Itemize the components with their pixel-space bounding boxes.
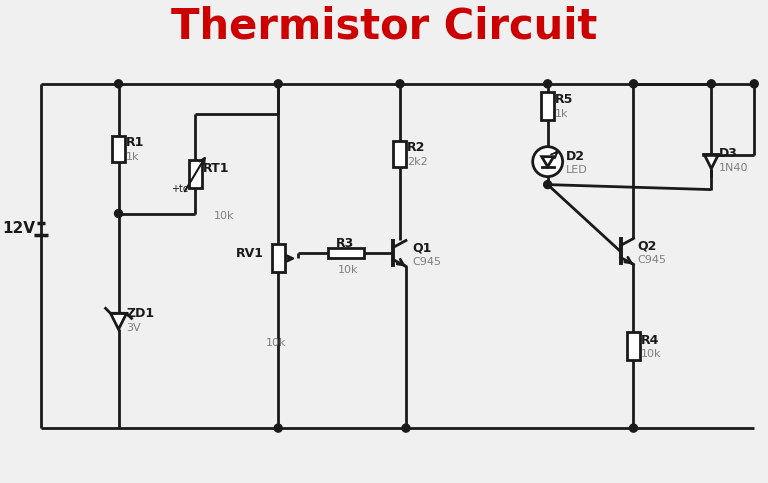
Text: 3V: 3V xyxy=(127,323,141,333)
Text: C945: C945 xyxy=(412,257,441,268)
Bar xyxy=(393,141,406,167)
Bar xyxy=(328,248,363,258)
Circle shape xyxy=(114,80,123,88)
Text: R2: R2 xyxy=(407,141,425,154)
Text: Q2: Q2 xyxy=(637,240,657,253)
Text: 10k: 10k xyxy=(266,338,286,348)
Text: C945: C945 xyxy=(637,256,667,266)
Text: 10k: 10k xyxy=(641,349,661,359)
Text: R4: R4 xyxy=(641,334,659,347)
Text: 10k: 10k xyxy=(214,211,233,221)
Text: R1: R1 xyxy=(125,136,144,149)
Circle shape xyxy=(114,210,123,217)
Polygon shape xyxy=(704,155,718,169)
Text: ZD1: ZD1 xyxy=(127,307,154,320)
Text: RT1: RT1 xyxy=(204,162,230,175)
Circle shape xyxy=(274,80,282,88)
Circle shape xyxy=(274,424,282,432)
Circle shape xyxy=(402,424,410,432)
Circle shape xyxy=(396,80,404,88)
Circle shape xyxy=(630,80,637,88)
Text: 1N40: 1N40 xyxy=(720,163,749,172)
Text: R3: R3 xyxy=(336,237,354,250)
Text: R5: R5 xyxy=(554,93,573,106)
Text: 2k2: 2k2 xyxy=(407,156,428,167)
Text: D2: D2 xyxy=(565,150,584,163)
Circle shape xyxy=(750,80,758,88)
Text: Q1: Q1 xyxy=(412,242,432,255)
Text: LED: LED xyxy=(565,165,588,175)
Bar xyxy=(627,332,640,360)
Text: Thermistor Circuit: Thermistor Circuit xyxy=(170,6,598,48)
Polygon shape xyxy=(541,156,554,167)
Text: 12V: 12V xyxy=(3,221,36,236)
Bar xyxy=(541,92,554,120)
Text: D3: D3 xyxy=(720,147,738,160)
Text: 10k: 10k xyxy=(338,266,358,275)
Polygon shape xyxy=(111,313,127,329)
Bar xyxy=(190,160,203,187)
Circle shape xyxy=(544,80,551,88)
Text: +tc: +tc xyxy=(171,184,189,194)
Circle shape xyxy=(707,80,715,88)
Circle shape xyxy=(544,181,551,188)
Bar xyxy=(272,244,285,272)
Text: 1k: 1k xyxy=(554,109,568,119)
Bar xyxy=(112,136,125,162)
Circle shape xyxy=(533,147,563,177)
Text: 1k: 1k xyxy=(125,152,139,162)
Text: RV1: RV1 xyxy=(237,247,264,260)
Circle shape xyxy=(630,424,637,432)
